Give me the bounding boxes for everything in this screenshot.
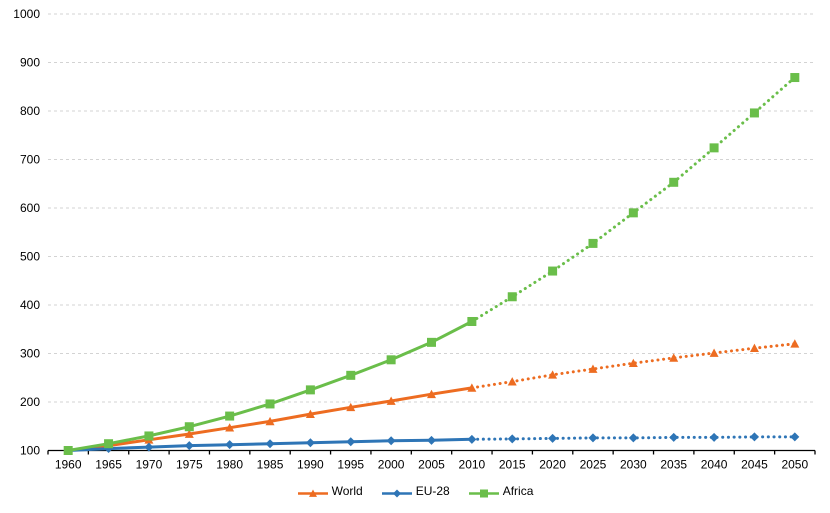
eu28-line-marker-icon bbox=[381, 486, 413, 497]
x-tick-label: 1975 bbox=[176, 458, 203, 472]
legend-label-africa: Africa bbox=[502, 484, 534, 498]
x-tick-label: 1985 bbox=[257, 458, 284, 472]
y-axis-labels: 100 200 300 400 500 600 700 800 900 1000 bbox=[13, 7, 40, 458]
series-markers bbox=[63, 73, 800, 455]
africa-line-marker-icon bbox=[468, 486, 500, 497]
x-tick-label: 1965 bbox=[95, 458, 122, 472]
y-tick-label: 700 bbox=[20, 153, 40, 167]
x-axis-labels: 1960 1965 1970 1975 1980 1985 1990 1995 2000 2005… bbox=[55, 458, 809, 472]
x-tick-label: 2005 bbox=[418, 458, 445, 472]
series-line-projection-dotted bbox=[470, 76, 797, 323]
legend-item-eu28: EU-28 bbox=[381, 485, 450, 497]
x-tick-label: 2020 bbox=[539, 458, 566, 472]
x-tick-label: 2050 bbox=[781, 458, 808, 472]
x-axis bbox=[47, 449, 816, 455]
y-tick-label: 100 bbox=[20, 444, 40, 458]
x-tick-label: 2030 bbox=[620, 458, 647, 472]
y-tick-label: 600 bbox=[20, 201, 40, 215]
x-tick-label: 2040 bbox=[701, 458, 728, 472]
legend-item-africa: Africa bbox=[468, 484, 534, 498]
y-tick-label: 900 bbox=[20, 56, 40, 70]
x-tick-label: 1960 bbox=[55, 458, 82, 472]
chart-legend: World EU-28 Africa bbox=[0, 479, 830, 503]
legend-label-eu28: EU-28 bbox=[415, 484, 450, 498]
y-tick-label: 400 bbox=[20, 298, 40, 312]
x-tick-label: 2010 bbox=[459, 458, 486, 472]
x-tick-label: 1970 bbox=[136, 458, 163, 472]
legend-label-world: World bbox=[331, 484, 363, 498]
x-tick-label: 2000 bbox=[378, 458, 405, 472]
x-tick-label: 2035 bbox=[660, 458, 687, 472]
series-line-solid bbox=[67, 320, 473, 452]
y-gridlines bbox=[48, 13, 815, 403]
x-tick-label: 2045 bbox=[741, 458, 768, 472]
y-tick-label: 300 bbox=[20, 347, 40, 361]
y-tick-label: 800 bbox=[20, 104, 40, 118]
x-tick-label: 2025 bbox=[580, 458, 607, 472]
world-line-marker-icon bbox=[297, 486, 329, 497]
x-tick-label: 1990 bbox=[297, 458, 324, 472]
y-tick-label: 1000 bbox=[13, 7, 40, 21]
series-africa bbox=[63, 73, 800, 455]
series-line-projection-dotted bbox=[470, 435, 797, 441]
series-world bbox=[63, 339, 800, 455]
y-tick-label: 200 bbox=[20, 395, 40, 409]
y-tick-label: 500 bbox=[20, 250, 40, 264]
x-tick-label: 1980 bbox=[216, 458, 243, 472]
x-tick-label: 2015 bbox=[499, 458, 526, 472]
x-tick-label: 1995 bbox=[337, 458, 364, 472]
legend-item-world: World bbox=[297, 485, 363, 497]
